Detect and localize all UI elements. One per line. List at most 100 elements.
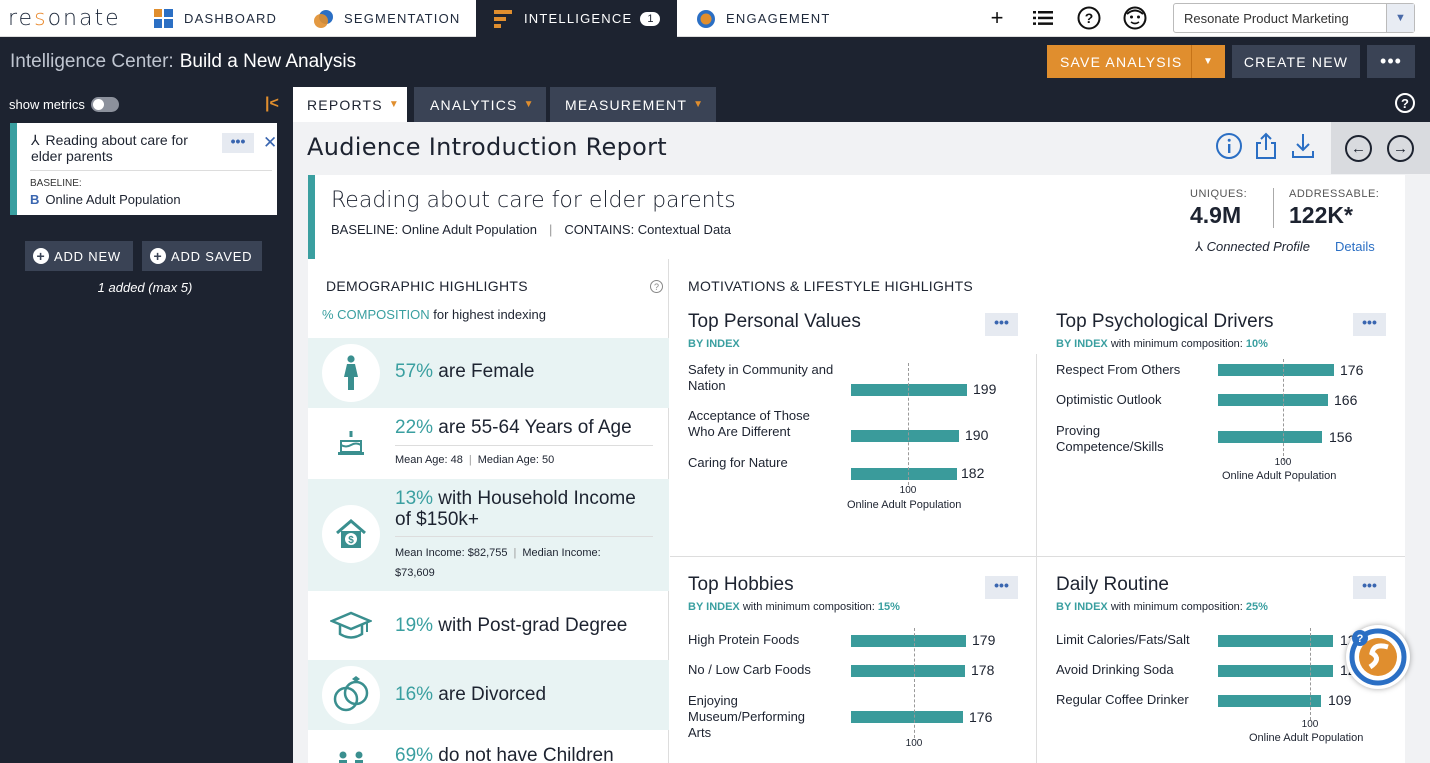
- nav-tab-intelligence[interactable]: INTELLIGENCE 1: [476, 0, 677, 37]
- help-icon[interactable]: ?: [650, 280, 663, 293]
- daily-routine-card: Daily Routine ••• BY INDEX with minimum …: [1056, 574, 1396, 763]
- collapse-sidebar-icon[interactable]: |<: [265, 95, 279, 112]
- next-report-icon[interactable]: →: [1387, 135, 1414, 162]
- add-new-button[interactable]: + ADD NEW: [25, 241, 133, 271]
- caret-down-icon: ▼: [693, 99, 705, 110]
- help-icon[interactable]: ?: [1395, 93, 1415, 113]
- connected-profile-icon: ⅄: [1195, 239, 1203, 254]
- audience-more-icon[interactable]: •••: [222, 133, 254, 153]
- card-more-icon[interactable]: •••: [985, 576, 1018, 599]
- demographic-text: 19% with Post-grad Degree: [395, 615, 628, 636]
- bar: [851, 635, 966, 647]
- account-select[interactable]: Resonate Product Marketing ▼: [1173, 3, 1415, 33]
- baseline-label: Online Adult Population: [1222, 470, 1337, 482]
- card-title: Top Personal Values: [688, 311, 861, 332]
- save-options-dropdown-icon[interactable]: ▼: [1191, 45, 1225, 78]
- segmentation-icon: [314, 9, 334, 29]
- show-metrics-label: show metrics: [9, 97, 85, 112]
- bar-label: Safety in Community and Nation: [688, 362, 834, 393]
- demographic-subtext: Mean Age: 48 | Median Age: 50: [395, 454, 555, 466]
- chat-assistant-icon[interactable]: ?: [1346, 625, 1410, 689]
- baseline-line: [1283, 359, 1284, 461]
- demographic-row: 69% do not have Children: [308, 730, 669, 763]
- list-icon[interactable]: [1031, 6, 1055, 30]
- bar-value: 166: [1334, 392, 1358, 408]
- bar-value: 156: [1329, 429, 1353, 445]
- previous-report-icon[interactable]: ←: [1345, 135, 1372, 162]
- more-options-icon[interactable]: •••: [1367, 45, 1415, 78]
- bar-label: Avoid Drinking Soda: [1056, 662, 1174, 677]
- details-link[interactable]: Details: [1335, 239, 1375, 254]
- plus-circle-icon: +: [33, 248, 49, 264]
- demographic-text: 16% are Divorced: [395, 684, 547, 705]
- baseline-line: [908, 363, 909, 485]
- demographic-row: $ 13% with Household Income of $150k+ Mea…: [308, 479, 669, 591]
- section-title: DEMOGRAPHIC HIGHLIGHTS: [326, 278, 528, 294]
- nav-tab-dashboard[interactable]: DASHBOARD: [154, 0, 277, 37]
- sidebar: show metrics |< ⅄ Reading about care for…: [0, 87, 293, 763]
- toggle-switch[interactable]: [90, 97, 119, 112]
- nav-label: INTELLIGENCE: [524, 11, 633, 26]
- user-avatar-icon[interactable]: [1123, 6, 1147, 30]
- nav-tab-engagement[interactable]: ENGAGEMENT: [696, 0, 830, 37]
- bar: [851, 665, 965, 677]
- bar: [1218, 695, 1321, 707]
- resonate-logo[interactable]: resonate: [8, 6, 121, 31]
- card-title: Top Psychological Drivers: [1056, 311, 1274, 332]
- intelligence-count-badge: 1: [640, 11, 661, 26]
- nav-label: DASHBOARD: [184, 11, 278, 26]
- report-content: Audience Introduction Report ← → Reading…: [293, 122, 1430, 763]
- demographic-row: 16% are Divorced: [308, 660, 669, 730]
- bar-value: 179: [972, 632, 996, 648]
- bar-label: High Protein Foods: [688, 632, 800, 647]
- connected-profile: ⅄ Connected Profile: [1195, 239, 1310, 254]
- save-analysis-button[interactable]: SAVE ANALYSIS ▼: [1047, 45, 1225, 78]
- info-icon[interactable]: [1215, 132, 1243, 160]
- bar: [1218, 394, 1328, 406]
- caret-down-icon: ▼: [523, 99, 535, 110]
- bar-label: Optimistic Outlook: [1056, 392, 1162, 407]
- demographic-text: 69% do not have Children: [395, 745, 614, 763]
- report-title: Audience Introduction Report: [307, 133, 668, 161]
- baseline-label: BASELINE:: [30, 178, 82, 189]
- page-title: Intelligence Center: Build a New Analysis: [10, 51, 357, 72]
- show-metrics-toggle[interactable]: show metrics: [9, 97, 119, 112]
- card-subtitle: BY INDEX with minimum composition: 15%: [688, 601, 900, 613]
- close-icon[interactable]: ✕: [263, 133, 278, 152]
- baseline-label: Online Adult Population: [1249, 732, 1364, 744]
- birthday-cake-icon: [322, 415, 380, 473]
- card-subtitle: BY INDEX with minimum composition: 10%: [1056, 338, 1268, 350]
- bar-value: 182: [961, 465, 985, 481]
- page-header: Intelligence Center: Build a New Analysis…: [0, 37, 1430, 87]
- baseline-line: [1310, 628, 1311, 720]
- caret-down-icon: ▼: [388, 99, 400, 110]
- baseline-badge: B: [30, 192, 40, 207]
- bar: [1218, 364, 1334, 376]
- help-icon[interactable]: ?: [1077, 6, 1101, 30]
- baseline-label: Online Adult Population: [847, 499, 962, 511]
- card-more-icon[interactable]: •••: [1353, 576, 1386, 599]
- section-title: MOTIVATIONS & LIFESTYLE HIGHLIGHTS: [688, 278, 974, 294]
- share-icon[interactable]: [1252, 132, 1280, 160]
- nav-label: ENGAGEMENT: [726, 11, 831, 26]
- svg-text:?: ?: [1085, 10, 1094, 26]
- demographic-row: 57% are Female: [308, 338, 669, 408]
- bar-label: Proving Competence/Skills: [1056, 423, 1164, 454]
- audience-card[interactable]: ⅄ Reading about care for elder parents •…: [10, 123, 277, 215]
- demographic-subtext: Mean Income: $82,755 | Median Income: $73,6…: [395, 547, 601, 579]
- demographic-text: 22% are 55-64 Years of Age: [395, 417, 632, 438]
- demographic-highlights: DEMOGRAPHIC HIGHLIGHTS ? % COMPOSITION f…: [308, 259, 669, 763]
- create-new-button[interactable]: CREATE NEW: [1232, 45, 1360, 78]
- tab-reports[interactable]: REPORTS ▼: [293, 87, 407, 122]
- bar-value: 176: [969, 709, 993, 725]
- tab-analytics[interactable]: ANALYTICS ▼: [414, 87, 546, 122]
- plus-icon[interactable]: +: [990, 5, 1004, 30]
- top-nav: resonate DASHBOARD SEGMENTATION INTELLIG…: [0, 0, 1430, 37]
- tab-measurement[interactable]: MEASUREMENT ▼: [550, 87, 716, 122]
- card-more-icon[interactable]: •••: [985, 313, 1018, 336]
- add-saved-button[interactable]: + ADD SAVED: [142, 241, 262, 271]
- download-icon[interactable]: [1289, 132, 1317, 160]
- card-more-icon[interactable]: •••: [1353, 313, 1386, 336]
- bar: [1218, 635, 1333, 647]
- nav-tab-segmentation[interactable]: SEGMENTATION: [314, 0, 460, 37]
